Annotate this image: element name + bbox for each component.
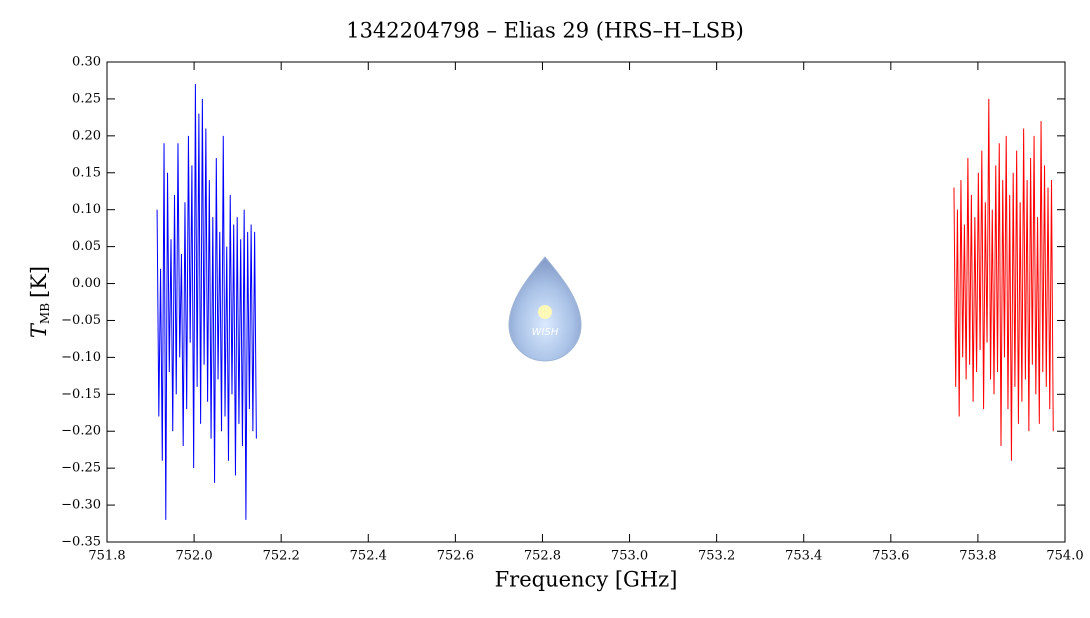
y-tick-label: −0.20 bbox=[61, 424, 101, 439]
x-tick-label: 751.8 bbox=[88, 549, 125, 564]
x-tick-label: 753.4 bbox=[785, 549, 822, 564]
spectrum-line bbox=[953, 98, 1054, 461]
svg-text:WISH: WISH bbox=[532, 327, 559, 338]
y-tick-label: −0.10 bbox=[61, 350, 101, 365]
x-tick-label: 753.0 bbox=[611, 549, 648, 564]
y-tick-label: −0.05 bbox=[61, 313, 101, 328]
y-tick-label: 0.30 bbox=[72, 55, 101, 70]
y-tick-label: 0.20 bbox=[72, 128, 101, 143]
x-tick-label: 753.2 bbox=[698, 549, 735, 564]
y-tick-label: −0.30 bbox=[61, 498, 101, 513]
plot-frame bbox=[106, 61, 1066, 543]
x-axis-label: Frequency [GHz] bbox=[495, 568, 678, 592]
y-axis-label: TMB [K] bbox=[27, 266, 52, 338]
y-tick-label: 0.25 bbox=[72, 91, 101, 106]
y-tick-label: 0.15 bbox=[72, 165, 101, 180]
y-tick-label: −0.25 bbox=[61, 461, 101, 476]
logo: WISH bbox=[508, 256, 582, 362]
spectrum-line bbox=[156, 84, 257, 520]
y-tick-label: 0.00 bbox=[72, 276, 101, 291]
x-tick-label: 752.4 bbox=[350, 549, 387, 564]
x-tick-label: 752.8 bbox=[524, 549, 561, 564]
y-label-symbol: T bbox=[27, 322, 51, 338]
x-tick-label: 754.0 bbox=[1046, 549, 1083, 564]
x-tick-label: 753.6 bbox=[872, 549, 909, 564]
y-tick-label: −0.15 bbox=[61, 387, 101, 402]
x-tick-label: 752.2 bbox=[263, 549, 300, 564]
x-tick-label: 752.0 bbox=[175, 549, 212, 564]
y-label-subscript: MB bbox=[38, 303, 52, 324]
y-tick-label: −0.35 bbox=[61, 535, 101, 550]
y-label-unit: [K] bbox=[27, 266, 51, 298]
y-tick-label: 0.05 bbox=[72, 239, 101, 254]
x-tick-label: 752.6 bbox=[437, 549, 474, 564]
x-tick-label: 753.8 bbox=[959, 549, 996, 564]
chart-title: 1342204798 – Elias 29 (HRS–H–LSB) bbox=[346, 19, 744, 43]
y-tick-label: 0.10 bbox=[72, 202, 101, 217]
